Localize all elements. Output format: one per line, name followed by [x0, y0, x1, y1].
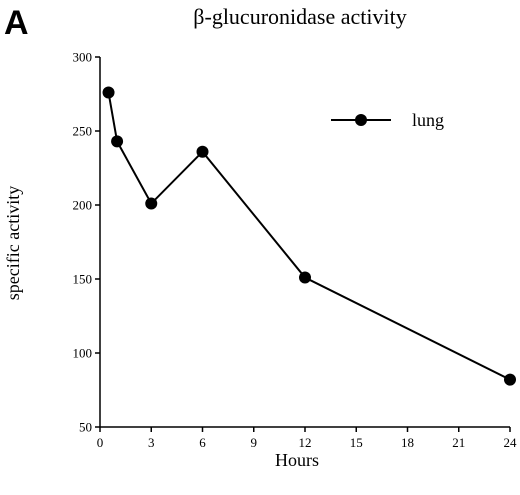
- data-point: [102, 86, 115, 99]
- panel-label: A: [4, 4, 29, 42]
- data-point: [504, 373, 516, 386]
- data-point: [111, 135, 124, 148]
- legend-label: lung: [412, 110, 444, 130]
- x-tick-label: 6: [199, 435, 206, 450]
- data-point: [299, 271, 311, 284]
- series-line: [107, 92, 511, 381]
- data-point: [196, 145, 209, 158]
- series-lung: [102, 86, 516, 386]
- y-tick-label: 100: [73, 346, 93, 361]
- data-point: [145, 197, 158, 210]
- x-tick-label: 3: [148, 435, 155, 450]
- legend: lung: [331, 110, 444, 130]
- y-tick-label: 150: [73, 272, 93, 287]
- y-axis-label: specific activity: [3, 186, 23, 300]
- x-tick-label: 18: [401, 435, 414, 450]
- y-tick-label: 200: [73, 198, 93, 213]
- y-axis-ticks: 50 100 150 200 250 300: [73, 50, 100, 435]
- y-tick-label: 300: [73, 50, 93, 65]
- x-axis-label: Hours: [275, 450, 319, 470]
- x-axis-ticks: 0 3 6 9 12 15 18 21 24: [97, 427, 517, 450]
- legend-marker: [355, 114, 367, 126]
- y-tick-label: 50: [79, 420, 92, 435]
- x-tick-label: 9: [251, 435, 258, 450]
- chart-title: β-glucuronidase activity: [193, 4, 406, 29]
- axes: [99, 57, 510, 428]
- x-tick-label: 21: [452, 435, 465, 450]
- y-tick-label: 250: [73, 124, 93, 139]
- x-tick-label: 12: [299, 435, 312, 450]
- x-tick-label: 24: [504, 435, 518, 450]
- x-tick-label: 15: [350, 435, 363, 450]
- x-tick-label: 0: [97, 435, 104, 450]
